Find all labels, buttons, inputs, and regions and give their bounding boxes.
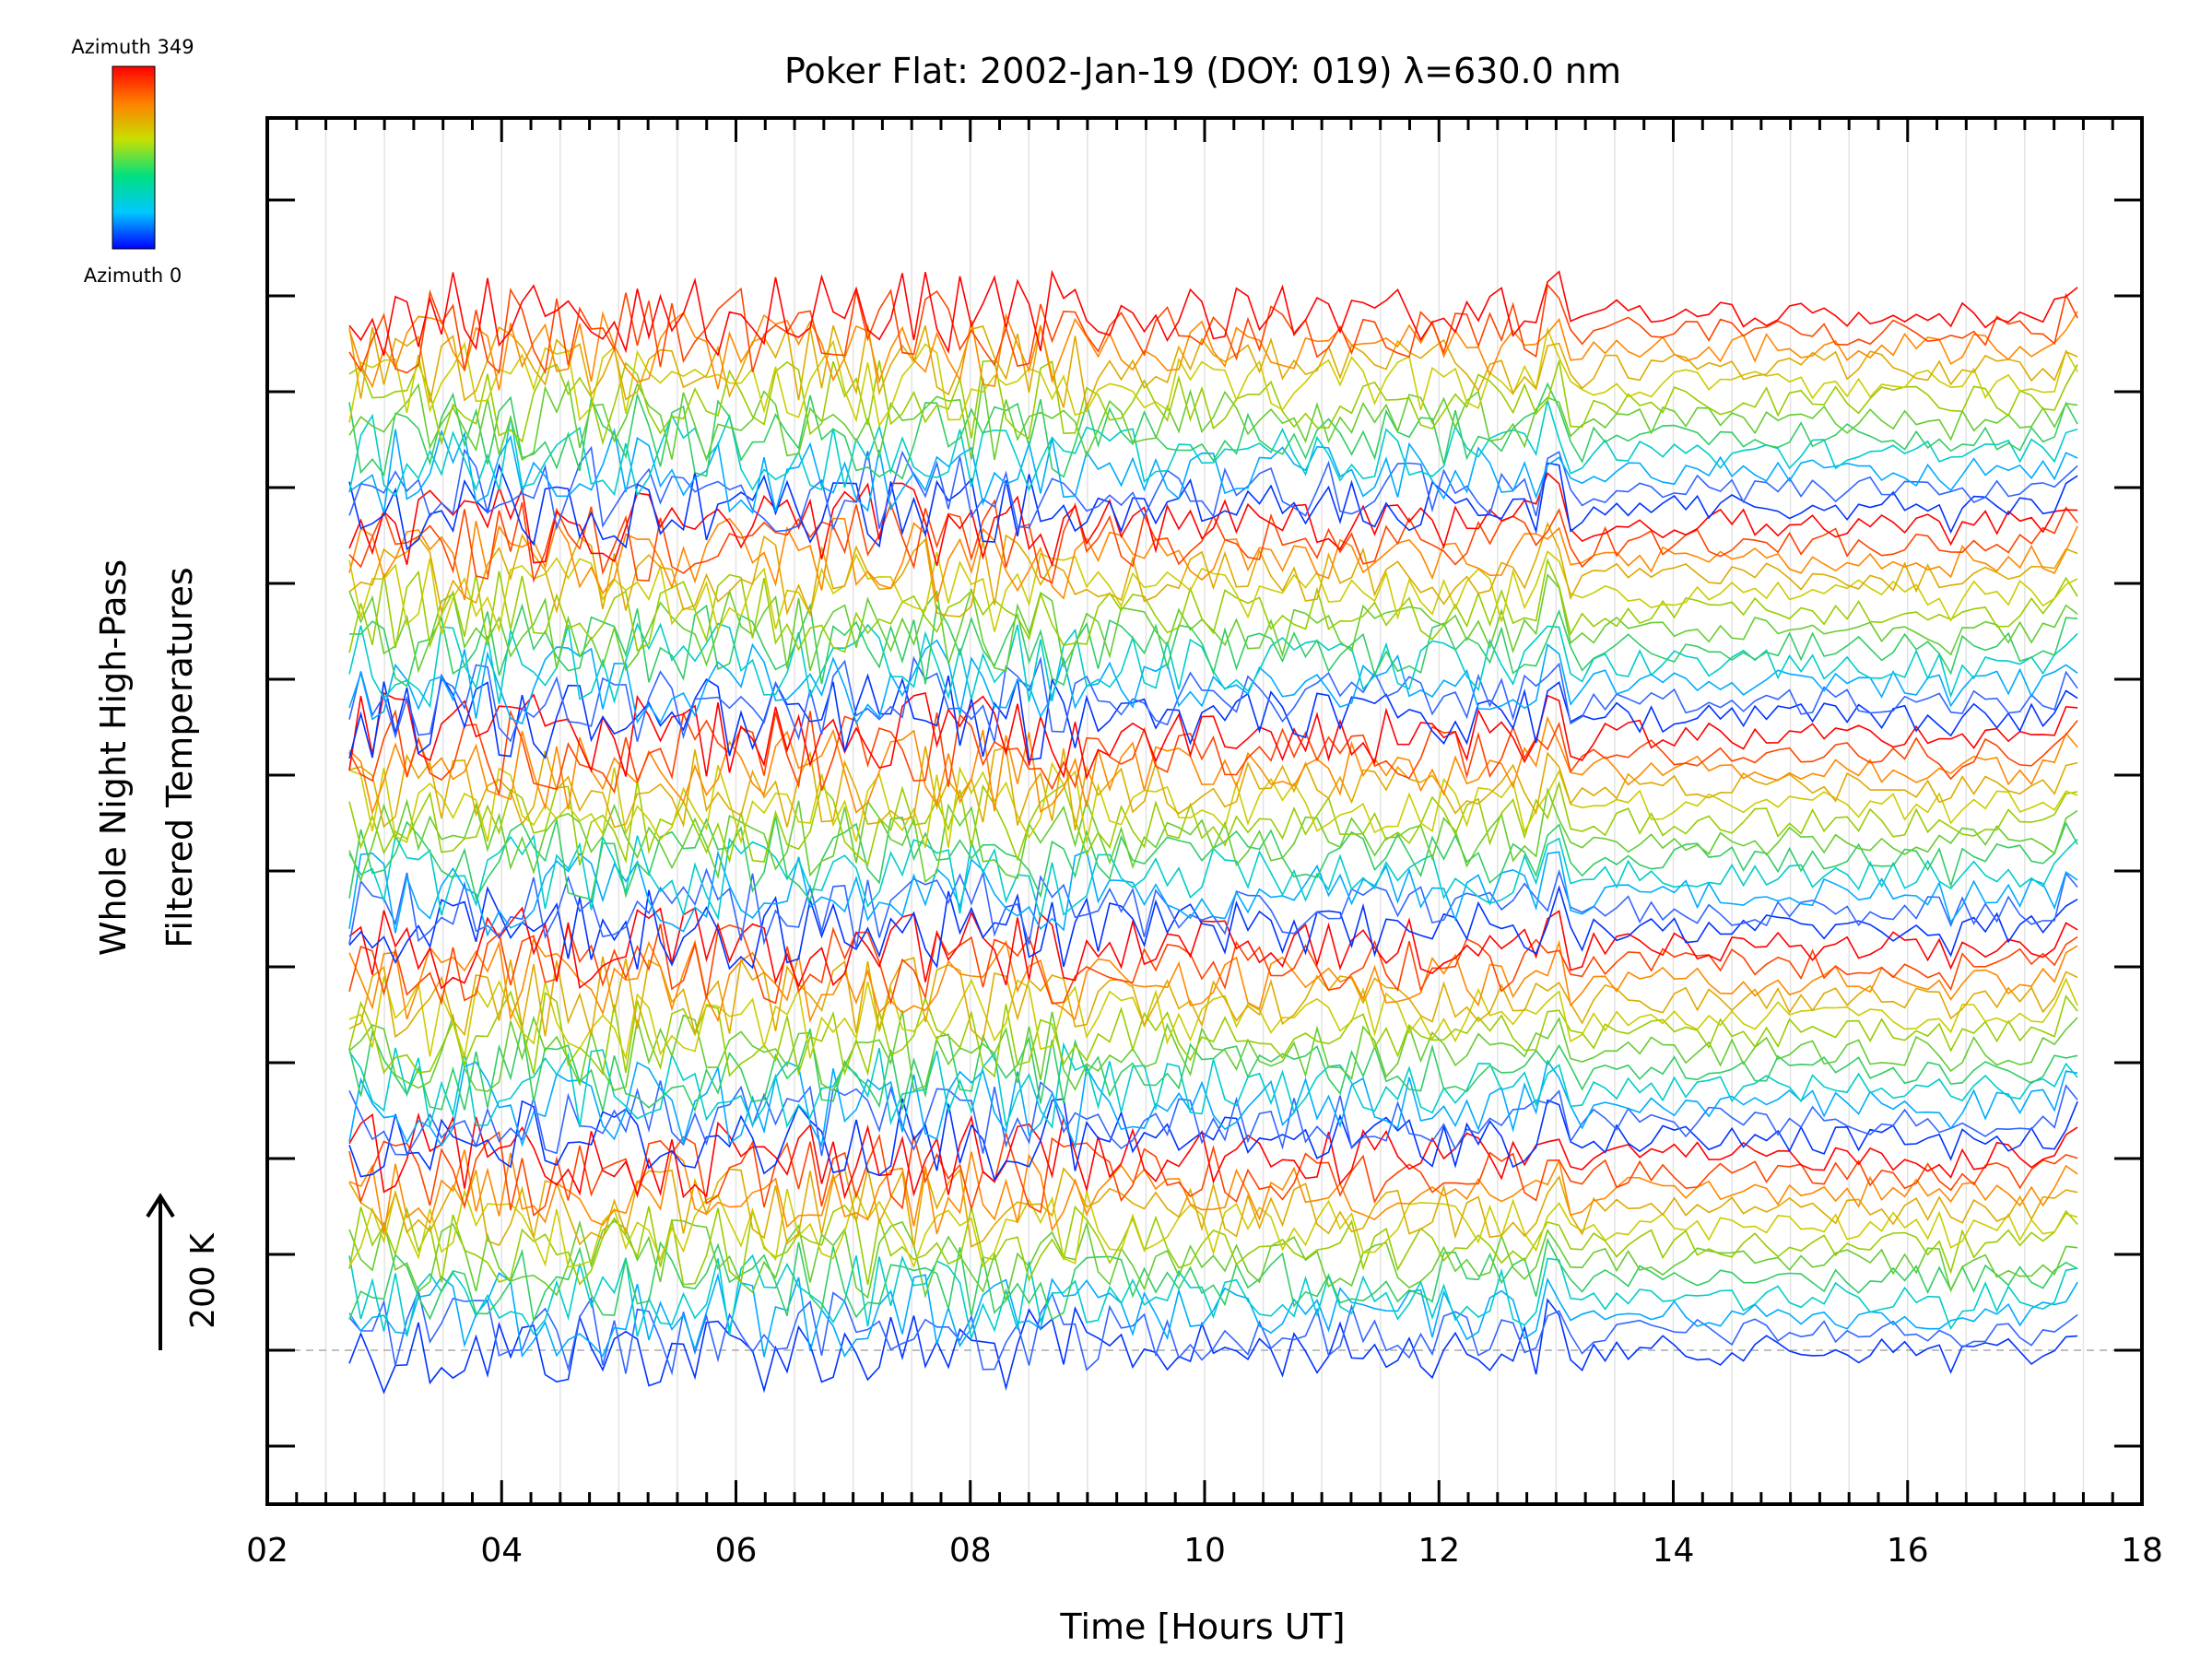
series-line — [348, 521, 2078, 618]
series-line — [348, 378, 2078, 463]
series-line — [348, 1237, 2078, 1324]
series-line — [348, 906, 2078, 990]
series-line — [348, 936, 2078, 1024]
series-group — [348, 269, 2078, 1394]
x-tick-labels: 02 04 06 08 10 12 14 16 18 — [246, 1532, 2163, 1570]
series-line — [348, 1288, 2078, 1376]
series-line — [348, 1188, 2078, 1269]
series-line — [348, 400, 2078, 498]
series-line — [348, 550, 2078, 635]
series-line — [348, 622, 2078, 709]
series-line — [348, 1098, 2078, 1182]
series-line — [348, 1218, 2078, 1301]
series-line — [348, 1204, 2078, 1286]
series-line — [348, 1027, 2078, 1112]
series-line — [348, 922, 2078, 1006]
series-line — [348, 445, 2078, 533]
colorbar-top-label: Azimuth 349 — [71, 36, 194, 58]
series-line — [348, 1253, 2078, 1341]
x-axis-label: Time [Hours UT] — [1059, 1606, 1345, 1647]
chart-title: Poker Flat: 2002-Jan-19 (DOY: 019) λ=630… — [784, 51, 1621, 91]
scale-bar-label: 200 K — [184, 1232, 222, 1329]
series-line — [348, 639, 2078, 725]
series-line — [348, 1272, 2078, 1359]
y-axis-label-line1: Whole Night High-Pass — [93, 559, 134, 956]
vertical-gridlines — [324, 118, 2085, 1504]
series-line — [348, 885, 2078, 971]
series-line — [348, 269, 2078, 357]
series-line — [348, 761, 2078, 848]
series-line — [348, 1059, 2078, 1149]
x-tick-label: 12 — [1418, 1532, 1460, 1570]
x-tick-label: 06 — [715, 1532, 758, 1570]
series-line — [348, 787, 2078, 884]
series-line — [348, 382, 2078, 480]
x-tick-label: 10 — [1183, 1532, 1226, 1570]
series-line — [348, 311, 2078, 391]
series-line — [348, 715, 2078, 816]
series-line — [348, 1149, 2078, 1235]
x-tick-label: 02 — [246, 1532, 288, 1570]
series-line — [348, 324, 2078, 411]
series-line — [348, 709, 2078, 795]
x-tick-label: 14 — [1653, 1532, 1695, 1570]
series-line — [348, 673, 2078, 761]
series-line — [348, 1298, 2078, 1394]
y-axis-label-line2: Filtered Temperatures — [159, 567, 200, 947]
series-line — [348, 326, 2078, 428]
x-tick-label: 04 — [480, 1532, 523, 1570]
series-line — [348, 517, 2078, 602]
series-line — [348, 602, 2078, 688]
series-line — [348, 850, 2078, 937]
series-line — [348, 1010, 2078, 1092]
series-line — [348, 746, 2078, 830]
series-line — [348, 1080, 2078, 1157]
series-line — [348, 558, 2078, 653]
series-line — [348, 956, 2078, 1042]
colorbar — [112, 65, 156, 250]
series-line — [348, 462, 2078, 551]
series-line — [348, 990, 2078, 1078]
series-line — [348, 359, 2078, 446]
series-line — [348, 655, 2078, 743]
series-line — [348, 283, 2078, 375]
x-tick-label: 18 — [2121, 1532, 2163, 1570]
series-line — [348, 816, 2078, 902]
x-tick-label: 16 — [1887, 1532, 1929, 1570]
axis-ticks — [265, 118, 2144, 1504]
series-line — [348, 780, 2078, 866]
series-line — [348, 976, 2078, 1061]
series-line — [348, 691, 2078, 781]
scale-bar — [146, 1193, 175, 1350]
series-line — [348, 428, 2078, 514]
x-tick-label: 08 — [949, 1532, 992, 1570]
series-line — [348, 1041, 2078, 1130]
colorbar-bottom-label: Azimuth 0 — [84, 265, 182, 287]
